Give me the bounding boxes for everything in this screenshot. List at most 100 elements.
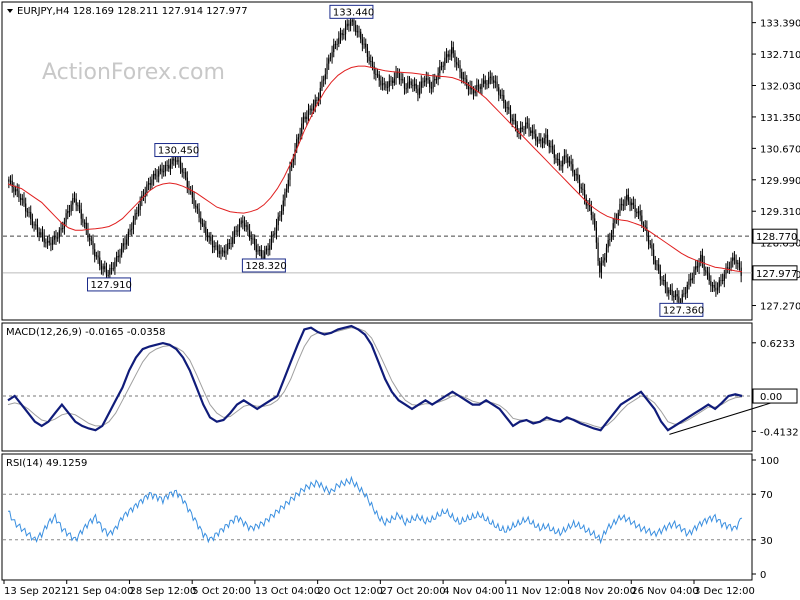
candle-body: [92, 240, 94, 250]
annotation-128.320: 128.320: [241, 258, 287, 273]
candle-body: [83, 222, 86, 224]
candle-body: [424, 80, 426, 83]
candle-body: [314, 99, 316, 106]
candle-body: [444, 57, 446, 66]
candle-body: [65, 213, 67, 223]
price-candles: [8, 13, 742, 309]
candle-body: [488, 77, 490, 84]
candle-body: [604, 257, 606, 261]
candle-body: [634, 204, 636, 212]
candle-body: [387, 86, 389, 88]
candle-body: [706, 271, 709, 274]
candle-body: [408, 81, 411, 83]
candle-body: [565, 155, 567, 158]
candle-body: [117, 256, 119, 258]
candle-body: [723, 274, 725, 281]
candle-body: [594, 218, 596, 228]
candle-body: [326, 63, 328, 75]
candle-body: [105, 269, 108, 276]
candle-body: [434, 79, 436, 81]
candle-body: [578, 179, 581, 188]
candle-body: [139, 200, 141, 210]
candle-body: [520, 127, 522, 134]
candle-body: [360, 31, 362, 40]
candle-body: [353, 20, 355, 26]
rsi-panel-title: RSI(14) 49.1259: [6, 458, 87, 469]
candle-body: [557, 158, 559, 160]
candle-body: [619, 203, 621, 213]
candle-body: [233, 230, 236, 238]
candle-body: [201, 223, 204, 225]
candle-body: [110, 267, 113, 269]
collapse-triangle-icon[interactable]: [7, 9, 13, 13]
candle-body: [272, 234, 274, 237]
candle-body: [548, 142, 550, 148]
candle-body: [149, 183, 151, 185]
candle-body: [626, 194, 628, 200]
candle-body: [703, 261, 705, 271]
candle-body: [275, 225, 278, 234]
candle-body: [651, 244, 653, 250]
candle-body: [445, 54, 448, 58]
candle-body: [469, 86, 471, 90]
macd-current-label: 0.00: [760, 392, 782, 403]
candle-body: [538, 139, 540, 141]
candle-body: [710, 280, 712, 287]
candle-body: [671, 289, 673, 296]
price-panel-title: EURJPY,H4 128.169 128.211 127.914 127.97…: [17, 6, 248, 17]
candle-body: [220, 250, 222, 254]
candle-body: [642, 224, 645, 226]
candle-body: [378, 74, 380, 81]
candle-body: [131, 228, 133, 230]
candle-body: [440, 66, 443, 68]
candle-body: [195, 205, 197, 207]
candle-body: [248, 229, 251, 238]
candle-body: [216, 245, 219, 251]
candle-body: [35, 224, 37, 226]
time-tick-label: 20 Oct 12:00: [318, 586, 383, 597]
time-tick-label: 5 Oct 20:00: [192, 586, 251, 597]
candle-body: [410, 81, 412, 86]
candle-body: [147, 183, 150, 185]
macd-panel-title: MACD(12,26,9) -0.0165 -0.0358: [6, 327, 166, 338]
candle-body: [58, 230, 60, 238]
candle-body: [77, 205, 79, 207]
candle-body: [20, 197, 22, 200]
candle-body: [75, 198, 77, 206]
candle-body: [181, 169, 183, 173]
candle-body: [154, 173, 156, 176]
candle-body: [417, 88, 419, 95]
candle-body: [595, 227, 597, 243]
candle-body: [129, 229, 131, 232]
candle-body: [52, 239, 54, 245]
candle-body: [341, 32, 343, 36]
candle-body: [371, 60, 374, 67]
candle-body: [218, 250, 220, 254]
candle-body: [312, 105, 315, 111]
candle-body: [412, 85, 414, 87]
price-tick-label: 133.390: [760, 19, 800, 30]
candle-body: [511, 118, 513, 122]
ma-line: [7, 65, 743, 273]
candle-body: [567, 157, 569, 163]
price-annotations: 133.440 130.450 128.320 127.910 127.360: [87, 4, 704, 317]
candle-body: [664, 280, 667, 288]
candle-body: [87, 229, 89, 238]
candle-body: [462, 77, 464, 79]
candle-body: [629, 201, 631, 206]
candle-body: [545, 134, 547, 139]
rsi-tick-label: 70: [760, 490, 773, 501]
candle-body: [48, 240, 50, 243]
candle-body: [119, 254, 121, 258]
candle-body: [67, 211, 69, 214]
price-tick-label: 127.270: [760, 302, 800, 313]
candle-body: [78, 205, 81, 210]
candle-body: [518, 132, 520, 134]
candle-body: [306, 116, 308, 120]
candle-body: [282, 200, 284, 212]
candle-body: [297, 137, 300, 140]
candle-body: [269, 245, 271, 251]
candle-body: [164, 165, 167, 171]
